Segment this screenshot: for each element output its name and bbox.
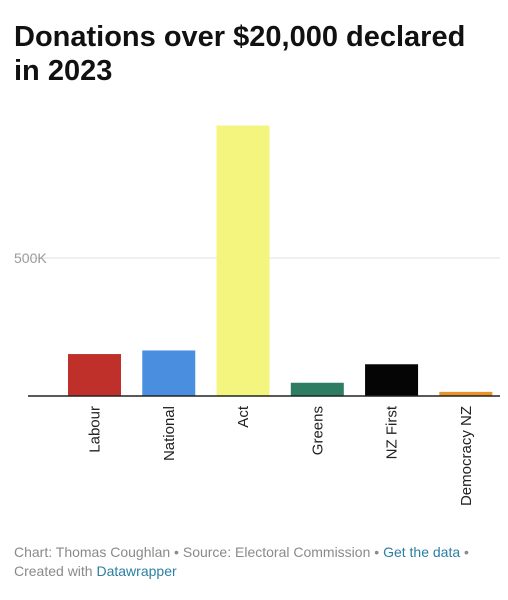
separator: • [170,544,183,560]
bar-labour [68,354,121,396]
bar-chart: 500K Labour National Act Greens NZ First Demo… [14,125,500,506]
category-label: Democracy NZ [458,406,475,506]
category-label: Greens [309,406,326,455]
bar-nz-first [365,364,419,396]
chart-footer: Chart: Thomas Coughlan • Source: Elector… [14,543,494,581]
category-label: NZ First [384,405,401,459]
datawrapper-link[interactable]: Datawrapper [96,563,177,579]
chart-source: Source: Electoral Commission [182,544,371,560]
bar-democracy-nz [439,391,493,396]
bars [68,125,493,397]
category-label: Act [235,405,252,428]
bar-act [216,125,270,397]
chart-title: Donations over $20,000 declared in 2023 [14,21,466,87]
get-the-data-link[interactable]: Get the data [383,544,461,560]
separator: • [460,544,469,560]
bar-greens [290,382,344,396]
category-labels: Labour National Act Greens NZ First Democracy… [87,405,475,506]
created-with-text: Created with [14,563,97,579]
category-label: Labour [87,406,104,453]
chart-credit: Chart: Thomas Coughlan [14,544,171,560]
separator: • [370,544,384,560]
category-label: National [161,406,178,461]
bar-national [142,350,196,396]
y-tick-label: 500K [14,250,47,266]
